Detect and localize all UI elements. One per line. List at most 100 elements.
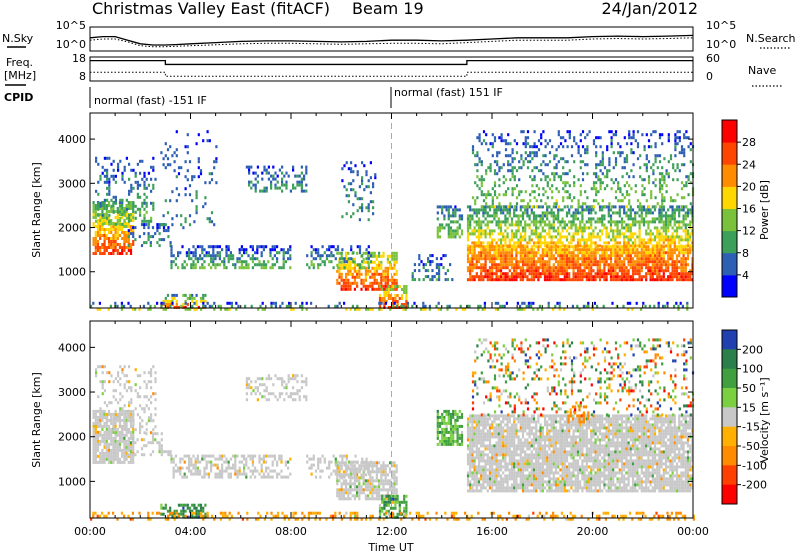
velocity-cell <box>112 424 115 428</box>
power-cell <box>539 257 542 261</box>
power-cell <box>482 211 485 215</box>
power-cell <box>212 248 215 252</box>
power-cell <box>533 178 536 182</box>
power-cell <box>493 136 497 140</box>
power-cell <box>631 232 635 236</box>
power-cell <box>628 175 631 179</box>
velocity-cell <box>99 442 102 446</box>
power-cell <box>647 260 650 264</box>
power-cell <box>559 278 562 282</box>
power-cell <box>114 246 117 249</box>
power-cell <box>579 226 582 230</box>
power-cell <box>310 301 313 305</box>
power-cell <box>482 266 485 270</box>
power-cell <box>561 263 564 267</box>
power-cell <box>352 260 355 264</box>
power-cell <box>202 304 205 308</box>
power-cell <box>674 142 677 146</box>
power-cell <box>572 254 575 258</box>
power-cell <box>273 254 276 258</box>
power-cell <box>651 251 654 255</box>
power-cell <box>489 166 492 170</box>
power-cell <box>592 142 596 146</box>
power-cell <box>684 217 687 221</box>
power-cell <box>287 251 290 255</box>
power-cell <box>393 266 396 270</box>
power-cell <box>597 190 600 194</box>
power-cell <box>290 307 293 311</box>
power-cell <box>687 178 690 182</box>
power-cell <box>614 229 617 233</box>
power-cell <box>488 266 492 270</box>
power-cell <box>652 163 655 167</box>
power-cell <box>548 272 551 276</box>
power-cell <box>127 222 130 225</box>
power-cell <box>559 272 562 276</box>
power-cell <box>643 163 646 167</box>
power-cell <box>667 275 670 279</box>
power-cell <box>627 260 630 264</box>
velocity-cell <box>95 422 98 426</box>
velocity-cell <box>119 407 122 411</box>
power-cell <box>555 166 558 170</box>
power-cell <box>590 208 593 212</box>
power-cell <box>592 208 595 212</box>
power-cell <box>641 184 644 188</box>
power-cell <box>554 248 558 252</box>
power-cell <box>590 220 593 224</box>
power-cell <box>494 301 497 305</box>
power-cell <box>395 257 398 261</box>
power-cell <box>269 248 272 252</box>
power-cell <box>568 266 571 270</box>
power-cell <box>639 202 642 206</box>
power-cell <box>579 193 582 197</box>
power-cell <box>108 219 111 223</box>
power-cell <box>393 272 396 276</box>
power-cell <box>361 161 364 165</box>
power-cell <box>271 248 274 252</box>
power-cell <box>553 157 556 161</box>
power-cell <box>592 254 595 258</box>
power-cell <box>526 208 529 212</box>
velocity-cell <box>164 506 167 510</box>
velocity-cell <box>145 444 148 448</box>
power-cell <box>282 263 285 267</box>
power-cell <box>642 238 646 242</box>
power-cell <box>614 235 617 239</box>
power-cell <box>202 205 205 209</box>
power-cell <box>403 291 406 294</box>
power-cell <box>240 248 243 252</box>
power-cell <box>263 168 266 172</box>
power-cell <box>656 251 659 255</box>
power-cell <box>192 266 195 270</box>
power-cell <box>372 200 375 204</box>
power-cell <box>502 248 505 252</box>
power-cell <box>281 177 284 181</box>
power-cell <box>170 266 173 270</box>
power-cell <box>141 219 144 223</box>
velocity-cell <box>132 424 135 428</box>
power-cell <box>150 189 153 193</box>
power-cell <box>536 307 539 311</box>
power-cell <box>654 157 657 161</box>
power-cell <box>656 229 659 233</box>
power-cell <box>638 260 641 264</box>
power-cell <box>150 201 153 205</box>
power-cell <box>110 210 113 213</box>
power-cell <box>532 214 536 218</box>
velocity-cell <box>177 512 181 516</box>
power-cell <box>125 231 128 234</box>
power-cell <box>579 139 582 143</box>
noise-panel: 10^5 10^0 10^5 10^0 <box>56 19 736 52</box>
power-cell <box>570 226 573 230</box>
power-cell <box>519 304 522 308</box>
power-cell <box>574 266 577 270</box>
power-cell <box>254 171 257 175</box>
power-cell <box>671 260 674 264</box>
power-cell <box>639 205 642 209</box>
power-cell <box>677 304 680 308</box>
power-cell <box>623 220 626 224</box>
power-cell <box>548 205 551 209</box>
power-cell <box>623 160 626 164</box>
velocity-cell <box>92 415 95 419</box>
